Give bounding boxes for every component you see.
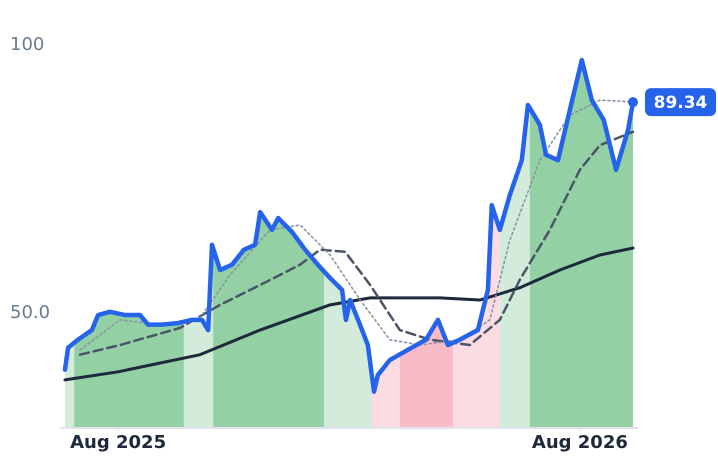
last-value-label: 89.34 [654, 93, 708, 113]
moving-average-line [63, 246, 635, 382]
price-line [62, 57, 636, 394]
y-tick-label: 100 [10, 34, 44, 55]
x-tick-label: Aug 2026 [532, 432, 628, 453]
y-tick-label: 50.0 [10, 302, 50, 323]
regime-band [372, 354, 400, 427]
regime-band [499, 105, 530, 427]
last-value-dot [628, 97, 638, 108]
regime-band [529, 60, 633, 427]
regime-band [213, 212, 324, 427]
regime-band [452, 205, 500, 427]
x-tick-label: Aug 2025 [70, 432, 166, 453]
regime-band [183, 244, 214, 427]
moving-average-line [79, 99, 634, 351]
regime-band [399, 319, 453, 427]
regime-band [323, 271, 373, 427]
moving-average-line [78, 130, 635, 356]
last-value-badge [645, 88, 716, 117]
